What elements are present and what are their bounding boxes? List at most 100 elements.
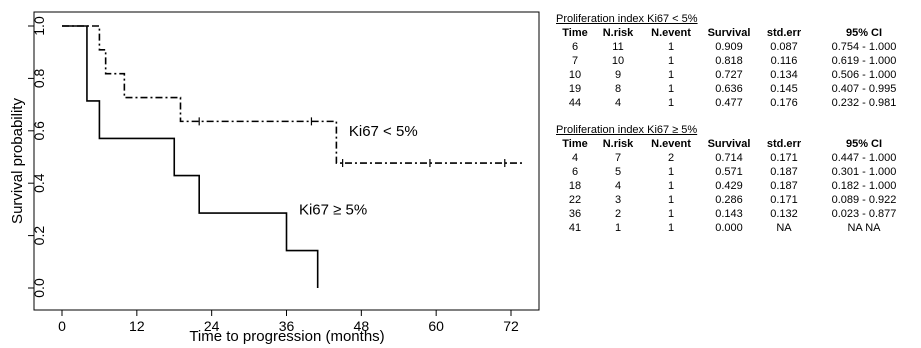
table-row: 6 5 1 0.571 0.187 0.301 - 1.000 [556,165,918,179]
table-cell: 0.089 - 0.922 [831,194,897,206]
y-tick-label: 0.8 [31,68,47,88]
table-header-cell: Survival [707,138,751,150]
table-cell: 1 [667,208,675,220]
table-row: 6 11 1 0.909 0.087 0.754 - 1.000 [556,40,918,54]
x-axis-label: Time to progression (months) [189,328,384,345]
table-cell: 0.143 [715,208,743,220]
table-cell: 1 [667,222,675,234]
table-cell: 44 [568,97,582,109]
table-cell: 0.145 [770,83,798,95]
plot-frame [33,11,540,311]
table-cell: 4 [571,152,579,164]
table-cell: 6 [571,166,579,178]
x-tick-label: 60 [428,318,444,334]
table-cell: 41 [568,222,582,234]
x-tick-label: 0 [58,318,66,334]
y-tick-label: 0.6 [31,121,47,141]
table-cell: 4 [614,97,622,109]
table-header-row: Time N.risk N.event Survival std.err 95% CI [556,26,918,40]
table-cell: 0.818 [715,55,743,67]
table-cell: 0.023 - 0.877 [831,208,897,220]
x-tick-label: 36 [279,318,295,334]
table-row: 36 2 1 0.143 0.132 0.023 - 0.877 [556,207,918,221]
table-cell: 0.171 [770,152,798,164]
table-cell: 1 [667,194,675,206]
table-cell: 1 [667,69,675,81]
table-row: 4 7 2 0.714 0.171 0.447 - 1.000 [556,151,918,165]
table-title-high: Proliferation index Ki67 ≥ 5% [556,124,698,136]
table-cell: 1 [667,97,675,109]
table-cell: 8 [614,83,622,95]
table-cell: 0.286 [715,194,743,206]
table-header-cell: N.event [651,27,691,39]
table-row: 18 4 1 0.429 0.187 0.182 - 1.000 [556,179,918,193]
table-block-low: Proliferation index Ki67 < 5% Time N.risk… [556,13,918,110]
table-cell: 10 [568,69,582,81]
table-cell: 1 [667,166,675,178]
table-cell: 36 [568,208,582,220]
table-header-cell: 95% CI [845,27,883,39]
series-label-1: Ki67 ≥ 5% [299,201,367,218]
table-cell: 7 [614,152,622,164]
table-cell: 7 [571,55,579,67]
table-row: 41 1 1 0.000 NA NA NA [556,221,918,235]
x-tick-label: 24 [204,318,220,334]
table-cell: 0.636 [715,83,743,95]
table-cell: 6 [571,41,579,53]
table-cell: 2 [614,208,622,220]
table-title-low: Proliferation index Ki67 < 5% [556,13,698,25]
table-cell: 0.187 [770,180,798,192]
table-header-cell: N.risk [602,27,634,39]
y-tick-label: 0.4 [31,173,47,193]
x-tick-label: 12 [129,318,145,334]
table-cell: 10 [611,55,625,67]
table-cell: NA [776,222,792,234]
survival-tables: Proliferation index Ki67 < 5% Time N.risk… [556,13,918,235]
table-header-cell: Survival [707,27,751,39]
table-cell: 0.134 [770,69,798,81]
table-row: 22 3 1 0.286 0.171 0.089 - 0.922 [556,193,918,207]
y-tick-label: 0.2 [31,226,47,246]
table-cell: 0.176 [770,97,798,109]
table-cell: 0.187 [770,166,798,178]
table-cell: 1 [667,55,675,67]
table-cell: 0.506 - 1.000 [831,69,897,81]
table-row: 7 10 1 0.818 0.116 0.619 - 1.000 [556,54,918,68]
table-cell: 11 [612,41,624,53]
y-tick-label: 1.0 [31,16,47,36]
table-row: 10 9 1 0.727 0.134 0.506 - 1.000 [556,68,918,82]
table-cell: 22 [568,194,582,206]
y-axis: 0.0 0.2 0.4 0.6 0.8 1.0 [28,16,47,298]
table-header-cell: std.err [766,138,802,150]
y-tick-label: 0.0 [31,278,47,298]
survival-curves [62,25,524,288]
table-cell: 0.407 - 0.995 [831,83,897,95]
table-cell: NA NA [847,222,881,234]
table-cell: 0.429 [715,180,743,192]
survival-curve-1 [62,25,319,288]
table-cell: 0.447 - 1.000 [831,152,897,164]
table-cell: 1 [667,180,675,192]
table-cell: 0.116 [770,55,798,67]
table-cell: 0.000 [715,222,743,234]
table-cell: 0.571 [715,166,743,178]
table-cell: 1 [667,83,675,95]
table-cell: 5 [614,166,622,178]
table-cell: 2 [667,152,675,164]
table-cell: 0.232 - 0.981 [831,97,897,109]
table-cell: 0.714 [715,152,743,164]
table-cell: 0.132 [770,208,798,220]
table-cell: 0.754 - 1.000 [831,41,897,53]
table-cell: 0.477 [715,97,743,109]
table-cell: 0.727 [715,69,743,81]
table-header-cell: std.err [766,27,802,39]
table-cell: 0.171 [770,194,798,206]
table-cell: 4 [614,180,622,192]
table-row: 19 8 1 0.636 0.145 0.407 - 0.995 [556,82,918,96]
table-cell: 3 [614,194,622,206]
x-tick-label: 72 [503,318,519,334]
table-cell: 0.909 [715,41,743,53]
x-axis: 0 12 24 36 48 60 72 [58,310,519,334]
table-header-cell: N.risk [602,138,634,150]
table-cell: 0.182 - 1.000 [831,180,897,192]
